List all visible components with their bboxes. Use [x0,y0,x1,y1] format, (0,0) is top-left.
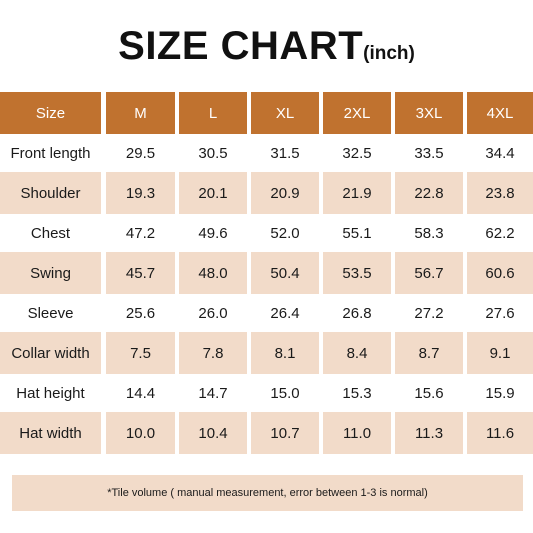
row-label: Swing [0,252,101,294]
table-cell: 11.0 [323,412,391,454]
table-cell: 27.6 [485,304,515,322]
table-row: Hat width 10.0 10.4 10.7 11.0 11.3 11.6 [0,412,533,454]
table-cell: 29.5 [125,144,156,162]
table-cell: 23.8 [467,172,533,214]
measurement-note: *Tile volume ( manual measurement, error… [12,475,523,511]
table-cell: 26.4 [270,304,300,322]
table-header-row: Size M L XL 2XL 3XL 4XL [0,92,533,134]
table-cell: 8.4 [323,332,391,374]
table-cell: 8.1 [251,332,319,374]
table-cell: 31.5 [270,144,300,162]
table-cell: 22.8 [395,172,463,214]
table-cell: 52.0 [270,224,300,242]
table-cell: 14.7 [198,384,228,402]
table-cell: 20.9 [251,172,319,214]
row-label: Hat height [16,384,85,402]
row-label: Sleeve [27,304,74,322]
table-cell: 10.0 [106,412,175,454]
table-cell: 26.0 [198,304,228,322]
table-cell: 7.5 [106,332,175,374]
table-cell: 10.7 [251,412,319,454]
table-row: Swing 45.7 48.0 50.4 53.5 56.7 60.6 [0,252,533,294]
header-size-4: 2XL [323,92,391,134]
table-cell: 11.3 [395,412,463,454]
table-cell: 27.2 [414,304,444,322]
header-size-2: L [179,92,247,134]
table-cell: 58.3 [414,224,444,242]
table-cell: 33.5 [414,144,444,162]
table-cell: 7.8 [179,332,247,374]
table-cell: 55.1 [342,224,372,242]
table-cell: 20.1 [179,172,247,214]
table-row: Front length 29.5 30.5 31.5 32.5 33.5 34.4 [0,132,533,174]
table-cell: 15.6 [414,384,444,402]
header-size-label: Size [0,92,101,134]
table-cell: 53.5 [323,252,391,294]
table-cell: 25.6 [125,304,156,322]
table-cell: 21.9 [323,172,391,214]
row-label: Chest [30,224,71,242]
table-cell: 45.7 [106,252,175,294]
header-size-6: 4XL [467,92,533,134]
table-cell: 34.4 [485,144,515,162]
row-label: Shoulder [0,172,101,214]
page-title: SIZE CHART(inch) [0,24,533,69]
table-cell: 49.6 [198,224,228,242]
row-label: Collar width [0,332,101,374]
table-cell: 50.4 [251,252,319,294]
table-cell: 26.8 [342,304,372,322]
title-unit: (inch) [363,43,415,64]
table-row: Hat height 14.4 14.7 15.0 15.3 15.6 15.9 [0,372,533,414]
table-cell: 47.2 [125,224,156,242]
title-main: SIZE CHART [118,24,364,68]
table-cell: 8.7 [395,332,463,374]
table-cell: 11.6 [467,412,533,454]
table-cell: 30.5 [198,144,228,162]
table-cell: 48.0 [179,252,247,294]
table-row: Sleeve 25.6 26.0 26.4 26.8 27.2 27.6 [0,292,533,334]
table-cell: 60.6 [467,252,533,294]
table-cell: 10.4 [179,412,247,454]
header-size-1: M [106,92,175,134]
table-cell: 62.2 [485,224,515,242]
table-row: Chest 47.2 49.6 52.0 55.1 58.3 62.2 [0,212,533,254]
table-cell: 14.4 [125,384,156,402]
table-row: Shoulder 19.3 20.1 20.9 21.9 22.8 23.8 [0,172,533,214]
header-size-3: XL [251,92,319,134]
table-cell: 15.0 [270,384,300,402]
table-cell: 32.5 [342,144,372,162]
table-cell: 9.1 [467,332,533,374]
header-size-5: 3XL [395,92,463,134]
table-cell: 19.3 [106,172,175,214]
row-label: Front length [10,144,91,162]
table-cell: 15.3 [342,384,372,402]
table-cell: 15.9 [485,384,515,402]
table-row: Collar width 7.5 7.8 8.1 8.4 8.7 9.1 [0,332,533,374]
table-cell: 56.7 [395,252,463,294]
row-label: Hat width [0,412,101,454]
